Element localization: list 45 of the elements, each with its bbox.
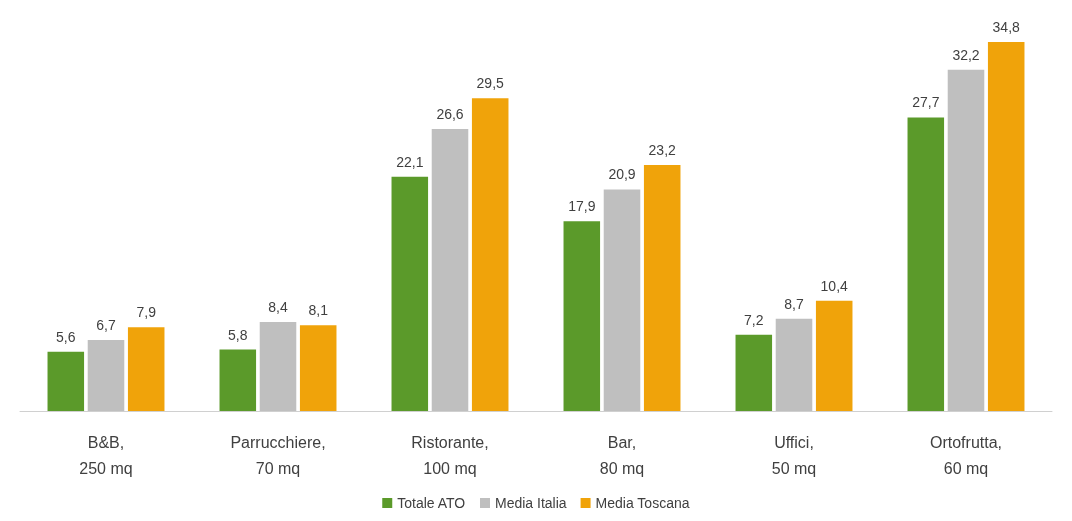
data-label: 6,7 <box>96 316 116 333</box>
bar <box>987 42 1025 411</box>
data-label: 22,1 <box>396 153 424 170</box>
bar <box>259 321 297 411</box>
data-label: 8,1 <box>308 302 329 319</box>
data-label: 8,7 <box>784 295 804 312</box>
data-label: 7,2 <box>744 311 764 328</box>
x-tick-label: B&B, 250 mq <box>79 433 133 477</box>
bar <box>947 69 985 411</box>
bar <box>87 339 125 411</box>
data-label: 23,2 <box>648 142 677 159</box>
x-tick-label: Ristorante, 100 mq <box>411 433 489 477</box>
bar <box>471 98 509 411</box>
data-label: 8,4 <box>268 298 288 315</box>
bar <box>603 189 641 411</box>
data-label: 29,5 <box>476 75 505 92</box>
x-tick-label: Parrucchiere, 70 mq <box>230 433 326 477</box>
x-tick-label: Bar, 80 mq <box>599 433 645 477</box>
bar <box>815 300 853 411</box>
bar <box>299 325 337 411</box>
bar <box>219 349 257 411</box>
x-tick-label: Uffici, 50 mq <box>771 433 817 477</box>
bar <box>775 318 813 411</box>
bar <box>907 117 945 411</box>
data-label: 20,9 <box>608 166 636 183</box>
data-label: 34,8 <box>992 19 1021 36</box>
data-label: 32,2 <box>952 46 980 63</box>
x-tick-label: Ortofrutta, 60 mq <box>929 433 1003 477</box>
bar <box>643 165 681 411</box>
bar <box>735 334 773 411</box>
legend-label: Media Italia <box>494 495 567 511</box>
bar <box>391 176 429 411</box>
data-label: 17,9 <box>568 198 596 215</box>
bar <box>127 327 165 411</box>
bar <box>47 351 85 411</box>
data-label: 5,8 <box>228 326 248 343</box>
bar <box>431 129 469 411</box>
data-label: 10,4 <box>820 277 849 294</box>
bar <box>563 221 601 411</box>
data-label: 26,6 <box>436 106 464 123</box>
legend-label: Media Toscana <box>595 495 690 511</box>
legend-label: Totale ATO <box>397 495 466 511</box>
data-label: 5,6 <box>56 328 76 345</box>
data-label: 27,7 <box>912 94 940 111</box>
data-label: 7,9 <box>136 304 157 321</box>
